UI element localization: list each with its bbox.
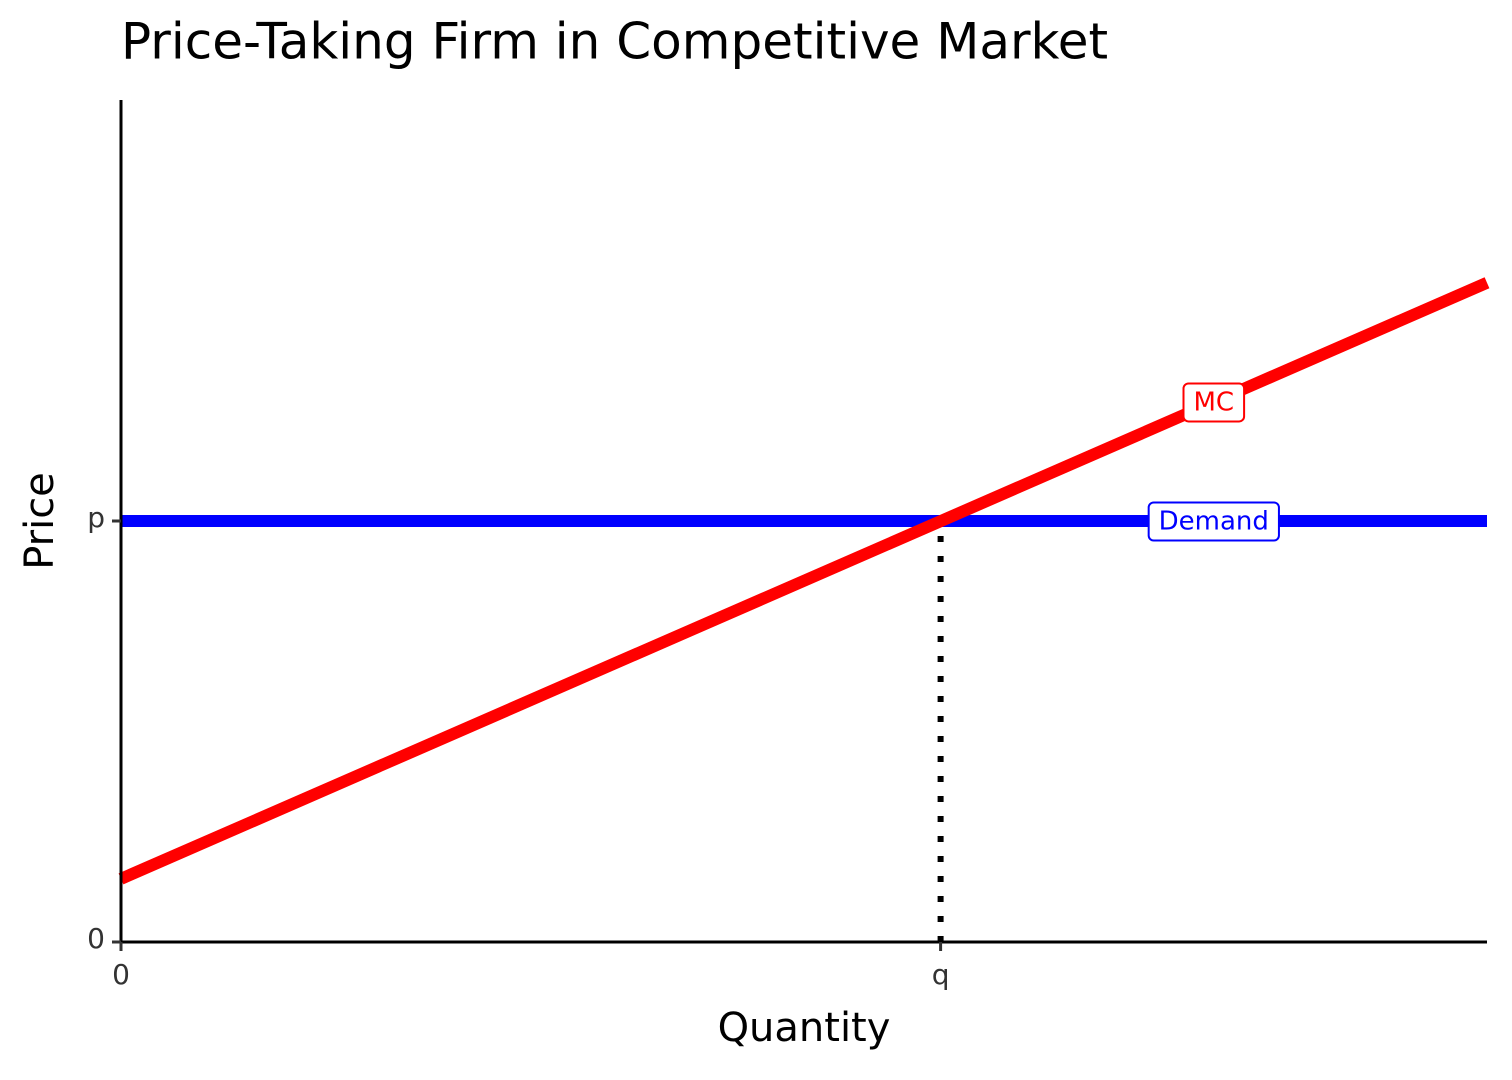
y-axis-title: Price: [17, 472, 63, 570]
x-tick-label: 0: [112, 958, 130, 991]
series-line: [118, 277, 1490, 885]
y-tick-label: 0: [87, 922, 105, 955]
x-axis-title: Quantity: [718, 1005, 891, 1051]
series-label-box: [1147, 501, 1280, 542]
legend-label: MC: [1194, 387, 1235, 417]
series-label-box: [1182, 382, 1246, 423]
chart-title: Price-Taking Firm in Competitive Market: [121, 13, 1108, 71]
x-tick-label: q: [932, 958, 950, 991]
legend-label: Demand: [1159, 507, 1269, 537]
y-tick-label: p: [87, 501, 105, 534]
